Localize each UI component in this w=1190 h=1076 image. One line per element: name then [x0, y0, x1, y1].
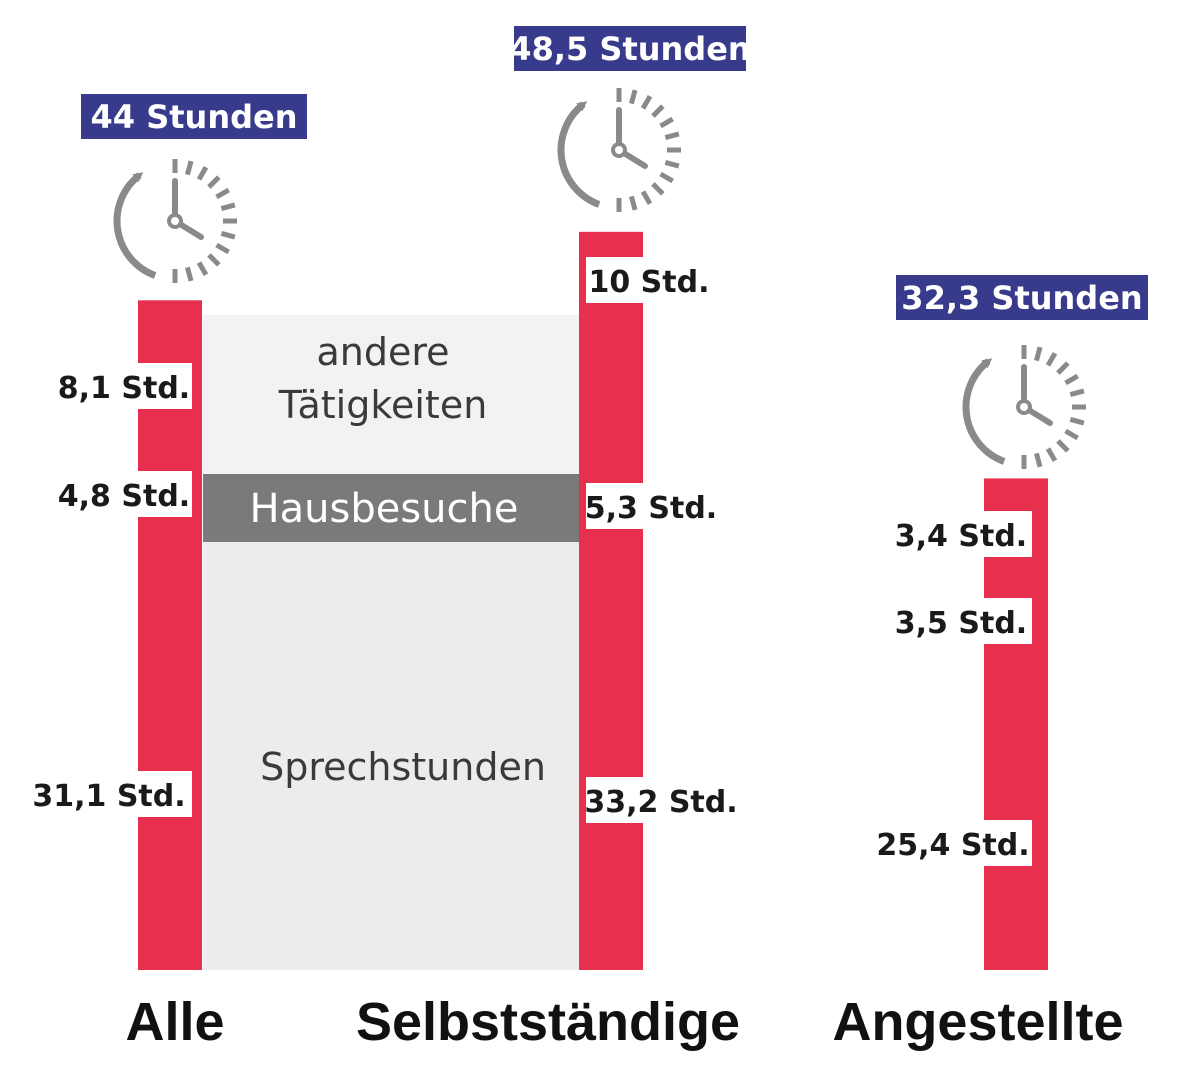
band-andere-taetigkeiten [203, 315, 579, 474]
segment-label-box [586, 483, 716, 529]
clock-tick [659, 171, 674, 184]
clock-tick [1064, 428, 1079, 441]
bars: 31,1 Std. 4,8 Std. 8,1 Std. 44 Stunden Alle 3… [26, 26, 1148, 1052]
segment-label-hausbesuche: 5,3 Std. [585, 491, 717, 526]
clock-tick [629, 195, 638, 211]
clock-tick [1056, 439, 1070, 453]
clock-tick [196, 166, 209, 181]
clock-tick [1045, 447, 1058, 462]
segment-label-sprechstunden: 25,4 Std. [876, 828, 1029, 863]
clock-tick [185, 266, 194, 282]
clock-tick [640, 190, 653, 205]
clock-icon [557, 88, 681, 212]
segment-label-andere-taetigkeiten: 8,1 Std. [58, 371, 190, 406]
category-label-angestellte: Angestellte [832, 992, 1123, 1052]
clock-tick [1045, 352, 1058, 367]
bar-alle [138, 300, 202, 970]
segment-label-box [56, 363, 192, 409]
clock-tick [1056, 361, 1070, 375]
comparison-bands: andere Tätigkeiten Hausbesuche Sprechstu… [203, 315, 579, 970]
segment-label-box [890, 511, 1032, 557]
bar-angestellte [984, 478, 1048, 970]
clock-tick [1069, 388, 1085, 397]
total-badge-alle [81, 94, 307, 139]
clock-arrow [962, 358, 1006, 465]
clock-tick [1069, 417, 1085, 426]
clock-tick [215, 187, 230, 200]
segment-label-hausbesuche: 3,5 Std. [895, 606, 1027, 641]
total-badge-angestellte [896, 275, 1148, 320]
band-sprechstunden [203, 542, 579, 970]
segment-label-box [26, 771, 192, 817]
segment-label-sprechstunden: 33,2 Std. [584, 785, 737, 820]
total-label-selbststaendige: 48,5 Stunden [509, 30, 750, 68]
segment-label-box [890, 598, 1032, 644]
clock-icon [962, 345, 1086, 469]
category-label-alle: Alle [125, 992, 224, 1052]
band-label-sprechstunden: Sprechstunden [260, 745, 546, 789]
band-label-andere-line1: andere [316, 330, 449, 374]
segment-label-andere-taetigkeiten: 3,4 Std. [895, 519, 1027, 554]
segment-label-box [874, 820, 1032, 866]
clock-hub [611, 142, 627, 158]
clock-tick [220, 231, 236, 240]
segment-label-hausbesuche: 4,8 Std. [58, 479, 190, 514]
clock-hub [1016, 399, 1032, 415]
band-label-hausbesuche: Hausbesuche [250, 486, 519, 532]
clock-tick [664, 160, 680, 169]
clock-tick [664, 131, 680, 140]
band-hausbesuche [203, 474, 579, 542]
clock-arrow [113, 172, 157, 279]
segment-label-box [56, 471, 192, 517]
clock-tick [220, 202, 236, 211]
segment-label-box [586, 777, 736, 823]
clock-tick [207, 175, 221, 189]
segment-label-box [586, 257, 712, 303]
clock-icon [113, 159, 237, 283]
segment-label-sprechstunden: 31,1 Std. [32, 779, 185, 814]
clock-tick [196, 261, 209, 276]
category-label-selbststaendige: Selbstständige [356, 992, 740, 1052]
clock-tick [207, 253, 221, 267]
clock-tick [640, 95, 653, 110]
clock-tick [185, 160, 194, 176]
clock-tick [651, 104, 665, 118]
clock-tick [1034, 452, 1043, 468]
clock-arrow [557, 101, 601, 208]
total-label-angestellte: 32,3 Stunden [901, 279, 1142, 317]
clock-tick [659, 116, 674, 129]
clock-tick [651, 182, 665, 196]
clock-tick [215, 242, 230, 255]
clock-tick [1034, 346, 1043, 362]
bar-selbststaendige [579, 231, 643, 970]
clock-tick [629, 89, 638, 105]
clock-hub [167, 213, 183, 229]
clock-tick [1064, 373, 1079, 386]
band-label-andere-line2: Tätigkeiten [278, 383, 488, 427]
total-label-alle: 44 Stunden [91, 98, 298, 136]
total-badge-selbststaendige [514, 26, 746, 71]
segment-label-andere-taetigkeiten: 10 Std. [588, 265, 709, 300]
